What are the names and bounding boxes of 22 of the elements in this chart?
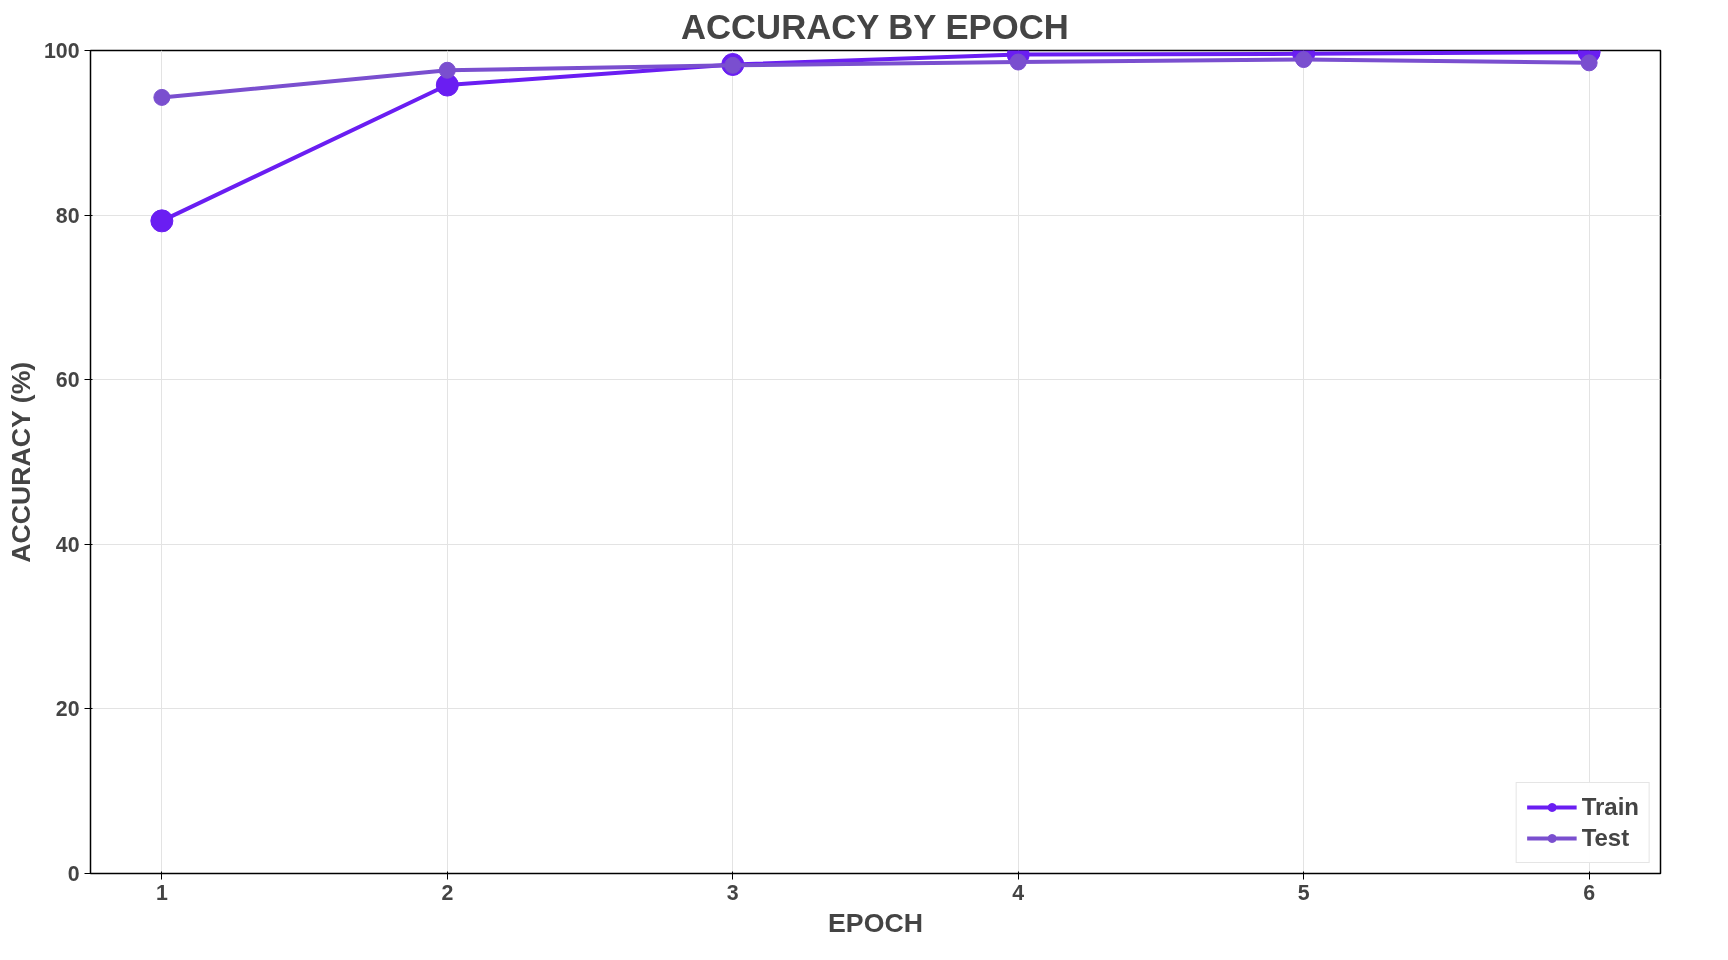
legend-label: Test <box>1581 824 1630 852</box>
point <box>438 61 456 79</box>
legend-label: Train <box>1581 793 1639 821</box>
x-tick-label: 5 <box>1297 880 1310 905</box>
x-tick-label: 3 <box>726 880 739 905</box>
y-tick-label: 20 <box>55 697 80 722</box>
y-tick-label: 100 <box>43 39 80 63</box>
point <box>150 209 174 233</box>
y-tick-label: 60 <box>55 368 80 393</box>
point <box>1009 53 1027 71</box>
x-tick-label: 1 <box>155 880 168 905</box>
y-tick-label: 0 <box>67 862 80 886</box>
chart-title: ACCURACY BY EPOCH <box>681 7 1069 46</box>
y-axis-title: ACCURACY (%) <box>5 361 36 563</box>
x-axis-title: EPOCH <box>828 907 923 938</box>
x-tick-label: 4 <box>1012 880 1025 905</box>
x-tick-label: 2 <box>441 880 454 905</box>
x-tick-label: 6 <box>1583 880 1596 905</box>
y-tick-label: 40 <box>55 532 80 557</box>
point <box>153 88 171 106</box>
y-tick-label: 80 <box>55 203 80 228</box>
point <box>1580 54 1598 72</box>
